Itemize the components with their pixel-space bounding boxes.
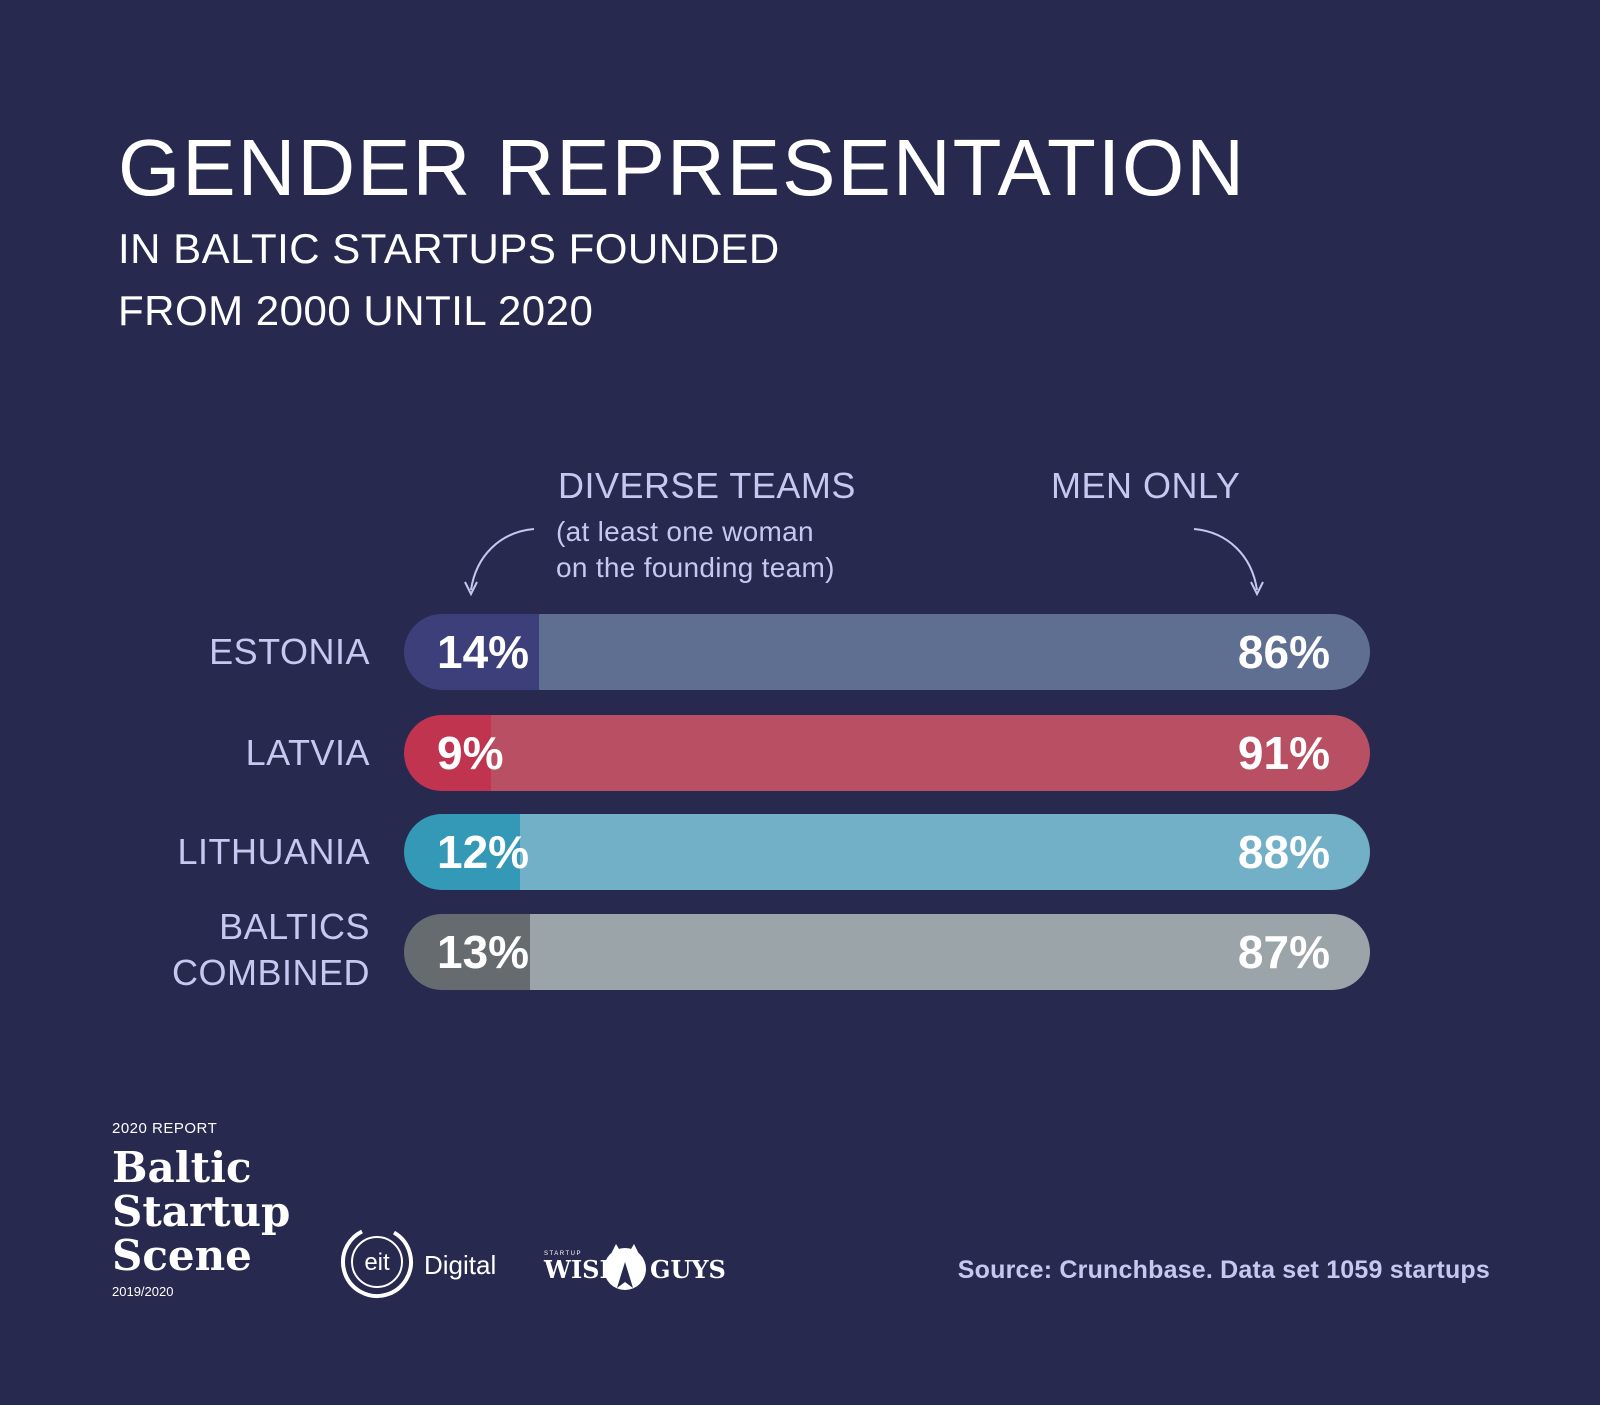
men-arrow-icon xyxy=(1193,528,1258,591)
chart-title: GENDER REPRESENTATION xyxy=(118,123,1247,212)
guys-label: GUYS xyxy=(650,1255,726,1284)
bar-men-only xyxy=(530,914,1370,990)
bar-row: 12% 88% xyxy=(404,814,1370,890)
chart-subtitle-line1: IN BALTIC STARTUPS FOUNDED xyxy=(118,225,780,272)
brand-line3: Scene xyxy=(112,1231,252,1280)
brand-line2: Startup xyxy=(112,1187,291,1236)
bar-diverse-teams xyxy=(404,715,491,791)
legend-diverse-note-line2: on the founding team) xyxy=(556,552,835,583)
row-label-line1: LITHUANIA xyxy=(177,831,370,872)
bar-row: 13% 87% xyxy=(404,914,1370,990)
men-arrowhead-icon xyxy=(1250,581,1264,597)
row-label-line1: LATVIA xyxy=(245,732,370,773)
bar-diverse-teams xyxy=(404,814,520,890)
eit-logo-text: eit xyxy=(364,1249,390,1276)
value-label-diverse: 9% xyxy=(437,727,504,779)
brand-year: 2019/2020 xyxy=(112,1284,174,1299)
bar-diverse-teams xyxy=(404,614,539,690)
legend-diverse-note: (at least one woman on the founding team… xyxy=(556,514,835,586)
row-label: LITHUANIA xyxy=(177,829,370,875)
row-label: ESTONIA xyxy=(209,629,370,675)
value-label-men: 88% xyxy=(1237,826,1330,878)
legend-diverse-note-line1: (at least one woman xyxy=(556,516,814,547)
row-label-line2: COMBINED xyxy=(171,952,370,993)
row-label-line1: BALTICS xyxy=(219,906,370,947)
value-label-men: 86% xyxy=(1237,626,1330,678)
eit-logo-icon: eit xyxy=(341,1226,413,1298)
legend-men-label: MEN ONLY xyxy=(1051,465,1241,506)
bar-men-only xyxy=(539,614,1370,690)
value-label-diverse: 14% xyxy=(437,626,530,678)
row-label-line1: ESTONIA xyxy=(209,631,370,672)
bar-men-only xyxy=(520,814,1370,890)
chart-subtitle-line2: FROM 2000 UNTIL 2020 xyxy=(118,287,594,334)
diverse-arrow-icon xyxy=(470,528,535,591)
value-label-diverse: 12% xyxy=(437,826,530,878)
brand-logo-text: Baltic Startup Scene xyxy=(112,1146,290,1278)
bar-diverse-teams xyxy=(404,914,530,990)
owl-logo-icon xyxy=(604,1244,646,1290)
row-label: LATVIA xyxy=(246,730,370,776)
row-label: BALTICS COMBINED xyxy=(172,904,370,996)
value-label-men: 91% xyxy=(1237,727,1330,779)
eit-digital-label: Digital xyxy=(424,1250,497,1280)
brand-line1: Baltic xyxy=(112,1143,252,1192)
legend-diverse-label: DIVERSE TEAMS xyxy=(558,465,856,506)
diverse-arrowhead-icon xyxy=(464,581,478,597)
bar-row: 14% 86% xyxy=(404,614,1370,690)
wise-small-label: STARTUP xyxy=(544,1251,582,1257)
value-label-diverse: 13% xyxy=(437,926,530,978)
value-label-men: 87% xyxy=(1237,926,1330,978)
bar-row: 9% 91% xyxy=(404,715,1370,791)
source-note: Source: Crunchbase. Data set 1059 startu… xyxy=(957,1256,1490,1284)
brand-report-label: 2020 REPORT xyxy=(112,1120,218,1137)
bar-men-only xyxy=(491,715,1370,791)
